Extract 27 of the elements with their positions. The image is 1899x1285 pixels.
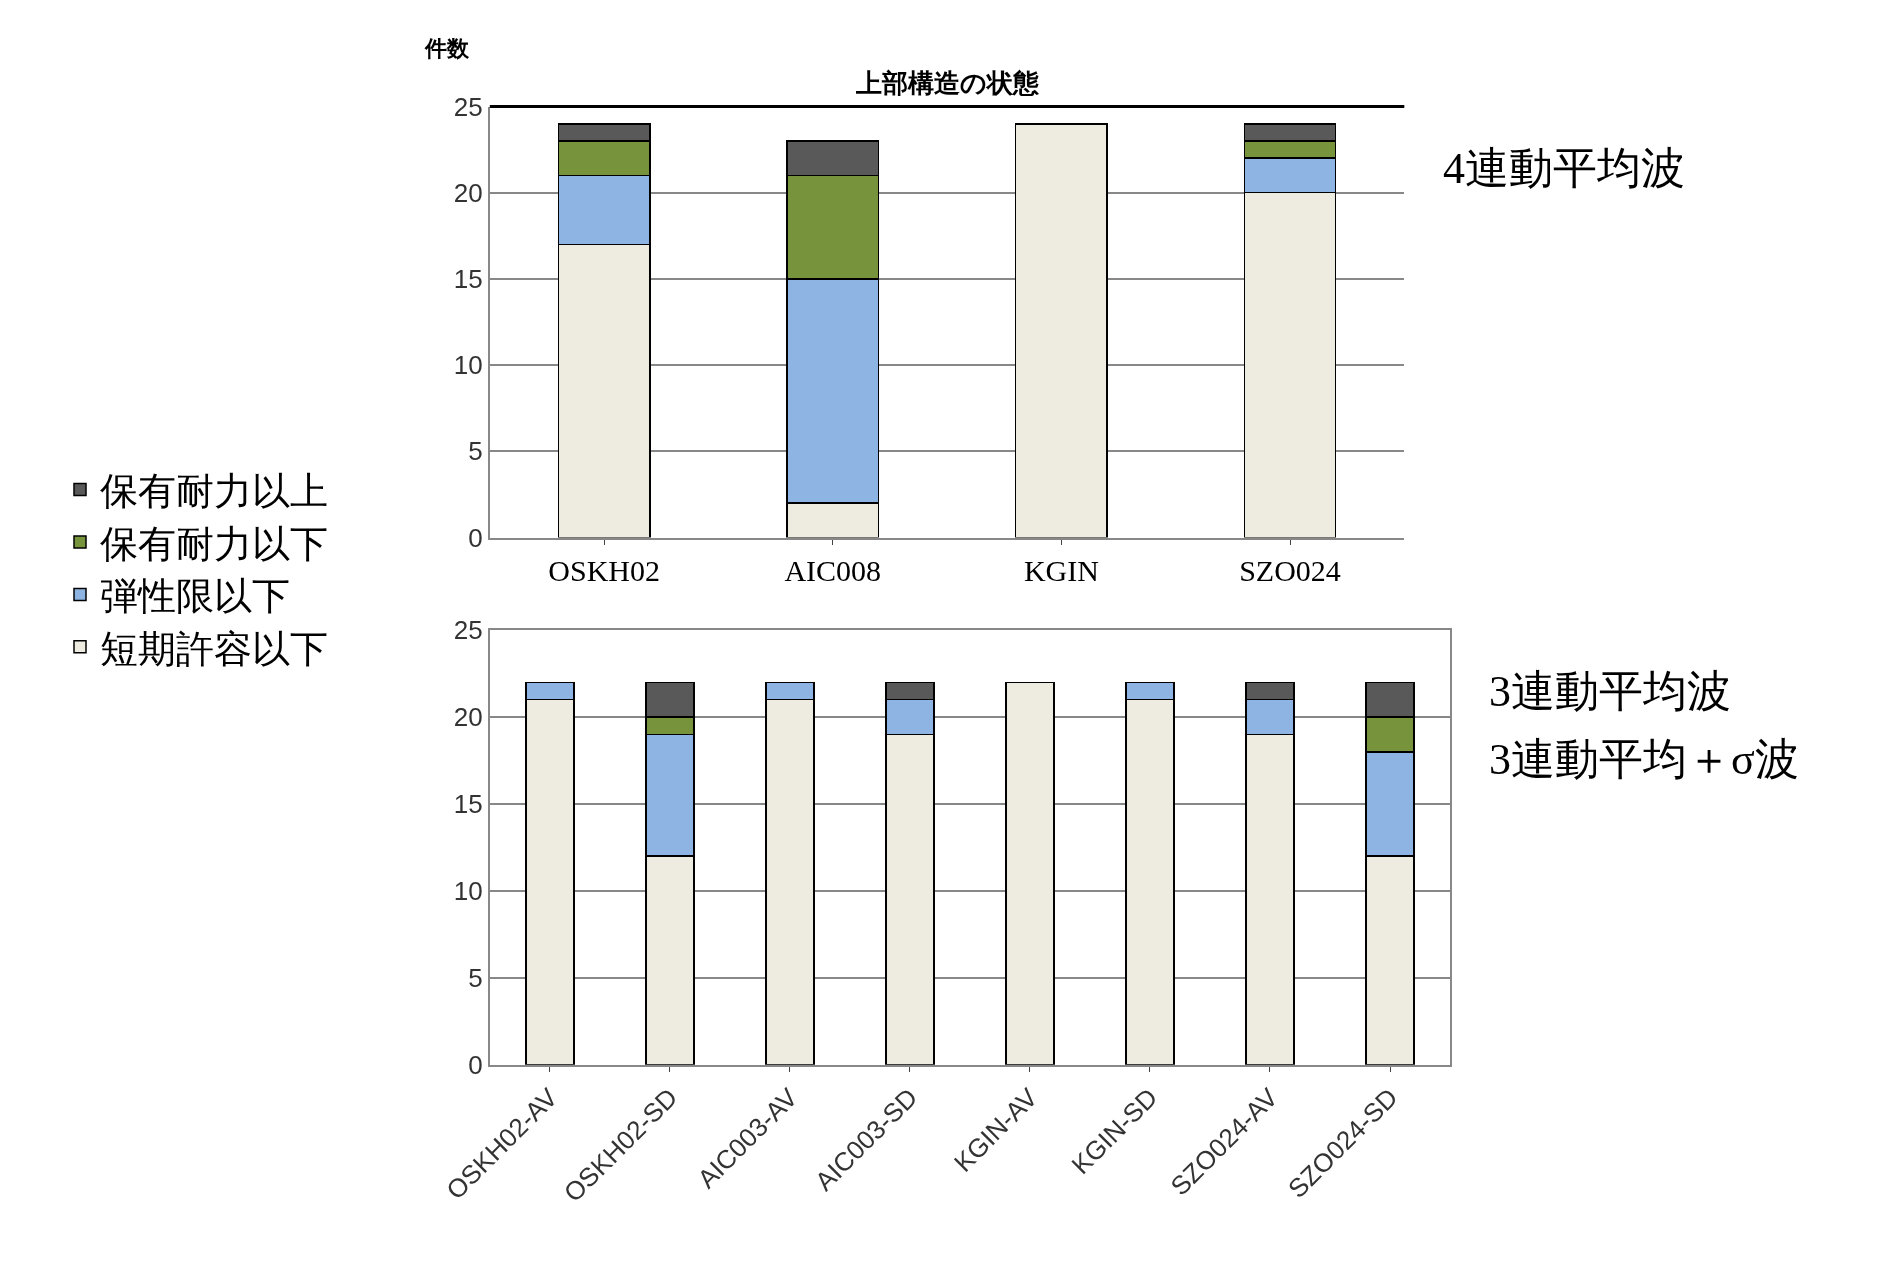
y-tick-label: 20 [453,702,483,733]
y-tick-label: 10 [453,350,483,381]
y-axis-title: 件数 [424,36,470,61]
y-tick-label: 15 [453,789,483,820]
legend-label: 保有耐力以下 [100,521,328,566]
y-tick-label: 5 [468,963,483,994]
bar [1014,123,1108,538]
text: 4連動平均波 [1443,144,1685,193]
legend-label: 弾性限以下 [100,574,290,619]
y-tick-label: 25 [453,615,483,646]
x-tick-label: OSKH02 [548,553,660,587]
y-tick-label: 20 [453,177,483,208]
bar [1005,681,1055,1065]
y-tick-label: 10 [453,876,483,907]
x-tick-label: KGIN [1023,553,1099,587]
y-tick-label: 0 [468,1049,483,1080]
y-tick-label: 0 [468,522,483,553]
chart-title: 上部構造の状態 [855,68,1040,98]
text: 3連動平均波 [1489,667,1731,716]
legend-label: 保有耐力以上 [100,469,328,514]
text: 3連動平均＋σ波 [1489,735,1799,784]
x-tick-label: SZO024 [1239,553,1341,587]
x-tick-label: AIC008 [784,553,882,587]
legend-label: 短期許容以下 [100,626,328,671]
y-tick-label: 5 [468,436,483,467]
y-tick-label: 25 [453,91,483,122]
y-tick-label: 15 [453,264,483,295]
